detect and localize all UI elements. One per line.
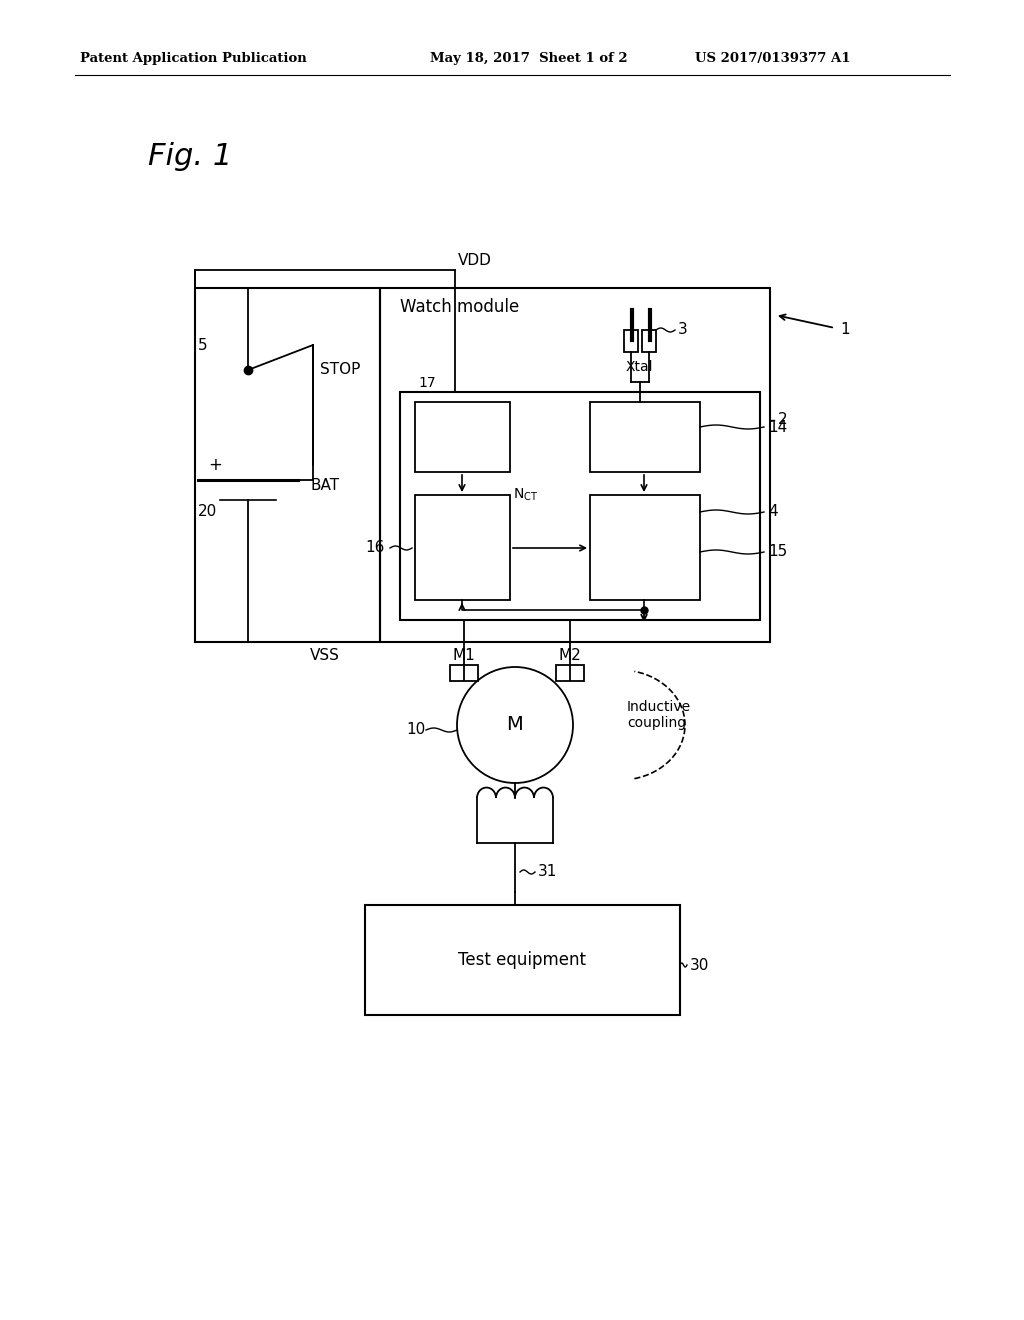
Text: VDD: VDD — [458, 253, 492, 268]
Text: 16: 16 — [365, 540, 384, 556]
Text: N$_{\mathregular{CT}}$: N$_{\mathregular{CT}}$ — [513, 487, 539, 503]
Text: Patent Application Publication: Patent Application Publication — [80, 51, 307, 65]
Bar — [590, 495, 700, 601]
Bar — [590, 403, 700, 473]
Text: +: + — [208, 455, 222, 474]
Text: May 18, 2017  Sheet 1 of 2: May 18, 2017 Sheet 1 of 2 — [430, 51, 628, 65]
Text: 30: 30 — [690, 957, 710, 973]
Text: Fig. 1: Fig. 1 — [148, 143, 232, 172]
Bar — [380, 288, 770, 642]
Text: Watch module: Watch module — [400, 298, 519, 315]
Bar — [415, 495, 510, 601]
Bar — [415, 403, 510, 473]
Text: VSS: VSS — [310, 648, 340, 663]
Text: M: M — [507, 715, 523, 734]
Text: M1: M1 — [453, 648, 475, 663]
Text: 4: 4 — [768, 504, 777, 520]
Text: Test equipment: Test equipment — [459, 950, 587, 969]
Text: 2: 2 — [778, 412, 787, 428]
Bar — [624, 330, 638, 352]
Bar — [400, 392, 760, 620]
Text: 31: 31 — [538, 865, 557, 879]
Bar — [365, 906, 680, 1015]
Text: 17: 17 — [418, 376, 435, 389]
Text: M2: M2 — [559, 648, 582, 663]
Text: 1: 1 — [840, 322, 850, 338]
Text: 3: 3 — [678, 322, 688, 338]
Text: 5: 5 — [198, 338, 208, 352]
Text: 15: 15 — [768, 544, 787, 560]
Text: BAT: BAT — [310, 478, 339, 492]
Bar — [642, 330, 656, 352]
Text: Xtal: Xtal — [626, 360, 653, 374]
Text: STOP: STOP — [319, 363, 360, 378]
Bar — [556, 665, 584, 681]
Text: US 2017/0139377 A1: US 2017/0139377 A1 — [695, 51, 851, 65]
Text: 14: 14 — [768, 420, 787, 434]
Bar — [450, 665, 478, 681]
Text: Inductive
coupling: Inductive coupling — [627, 700, 691, 730]
Text: 20: 20 — [198, 504, 217, 520]
Text: 10: 10 — [406, 722, 425, 738]
